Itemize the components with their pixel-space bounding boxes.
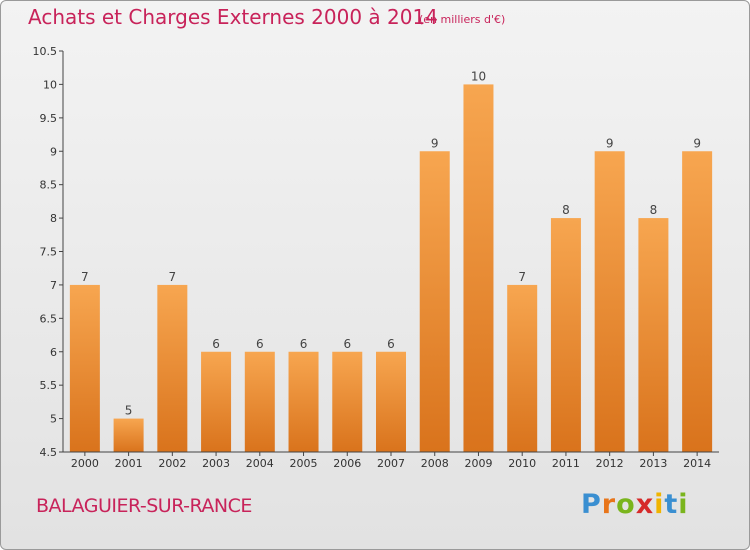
y-tick-label: 10.5: [33, 45, 58, 58]
x-tick-label: 2010: [508, 457, 536, 470]
bar-value-label: 6: [387, 337, 395, 351]
x-tick-label: 2009: [464, 457, 492, 470]
bar-value-label: 7: [518, 270, 526, 284]
commune-name: BALAGUIER-SUR-RANCE: [36, 495, 252, 517]
bar: [157, 284, 188, 452]
bar: [332, 351, 363, 452]
x-tick-label: 2004: [246, 457, 274, 470]
proxiti-logo: Proxiti: [581, 489, 689, 520]
y-tick-label: 7.5: [40, 246, 58, 259]
x-axis: 2000 2001 2002 2003 2004 2005 2006 2007 2008 2009…: [63, 451, 719, 470]
y-tick-label: 9.5: [40, 112, 58, 125]
y-tick-label: 4.5: [40, 446, 58, 459]
x-tick-label: 2008: [421, 457, 449, 470]
bars: 7 5 7 6 6 6 6 6 9 10 7 8 9 8 9: [69, 69, 713, 453]
bar-value-label: 8: [650, 203, 658, 217]
bar-value-label: 7: [169, 270, 177, 284]
x-tick-label: 2011: [552, 457, 580, 470]
bar-value-label: 6: [256, 337, 264, 351]
bar-value-label: 9: [606, 136, 614, 150]
chart-title: Achats et Charges Externes 2000 à 2014: [28, 5, 438, 29]
y-tick-label: 8: [50, 212, 57, 225]
x-tick-label: 2000: [71, 457, 99, 470]
y-tick-label: 10: [43, 78, 57, 91]
bar-value-label: 5: [125, 404, 133, 418]
y-tick-label: 8.5: [40, 179, 58, 192]
logo-letter: o: [616, 489, 636, 520]
logo-letter: r: [601, 489, 617, 520]
bar: [244, 351, 275, 452]
x-tick-label: 2013: [639, 457, 667, 470]
x-tick-label: 2002: [158, 457, 186, 470]
x-tick-label: 2014: [683, 457, 711, 470]
bar-value-label: 9: [431, 136, 439, 150]
bar-value-label: 6: [212, 337, 220, 351]
x-tick-label: 2001: [115, 457, 143, 470]
logo-letter: P: [581, 489, 602, 520]
x-tick-label: 2003: [202, 457, 230, 470]
y-tick-label: 6: [50, 346, 57, 359]
bar: [113, 418, 144, 452]
bar: [507, 284, 538, 452]
bar-value-label: 10: [471, 69, 486, 83]
bar-value-label: 6: [300, 337, 308, 351]
bar: [594, 151, 625, 452]
bar: [463, 84, 494, 453]
bar-value-label: 9: [693, 136, 701, 150]
bar: [69, 284, 100, 452]
bar: [419, 151, 450, 452]
y-tick-label: 6.5: [40, 312, 58, 325]
y-tick-label: 9: [50, 145, 57, 158]
logo-letter: x: [635, 489, 655, 520]
logo-letter: i: [654, 489, 665, 520]
logo-letter: i: [678, 489, 689, 520]
x-tick-label: 2007: [377, 457, 405, 470]
bar: [201, 351, 232, 452]
bar: [288, 351, 319, 452]
bar: [376, 351, 406, 452]
x-tick-label: 2006: [333, 457, 361, 470]
bar: [682, 151, 713, 452]
y-axis: 4.5 5 5.5 6 6.5 7 7.5 8 8.5 9 9.5 10 10.5: [33, 45, 64, 459]
y-tick-label: 7: [50, 279, 57, 292]
x-tick-label: 2005: [290, 457, 318, 470]
bar-value-label: 7: [81, 270, 89, 284]
bar-value-label: 6: [343, 337, 351, 351]
bar: [550, 218, 581, 452]
chart-subtitle: (en milliers d'€): [419, 13, 506, 26]
bar-value-label: 8: [562, 203, 570, 217]
logo-letter: t: [664, 489, 679, 520]
x-tick-label: 2012: [596, 457, 624, 470]
bar: [638, 218, 669, 452]
y-tick-label: 5.5: [40, 379, 58, 392]
y-tick-label: 5: [50, 413, 57, 426]
